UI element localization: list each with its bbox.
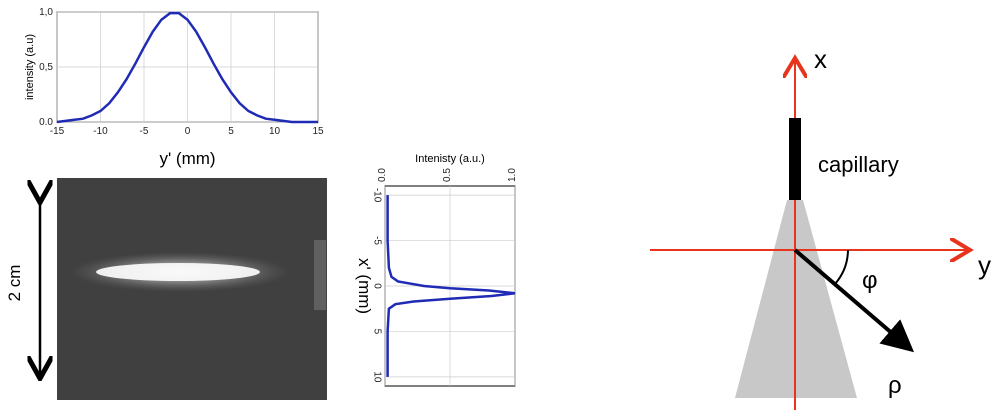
profile-line [386, 195, 516, 377]
scale-label: 2 cm [5, 265, 24, 302]
profile-line [56, 11, 318, 124]
diagram [650, 60, 968, 410]
x-tick-label: -10 [93, 126, 108, 137]
x-tick-label: -10 [371, 188, 382, 203]
x-axis-title: y' (mm) [159, 149, 215, 168]
y-tick-label: 0.0 [39, 117, 53, 128]
x-tick-label: 15 [312, 126, 324, 137]
x-tick-label: 0 [371, 283, 382, 289]
x-tick-label: -5 [140, 126, 149, 137]
radius-label: ρ [888, 372, 902, 399]
y-axis-title: intensity (a.u) [24, 34, 36, 100]
y-axis-label: y [978, 250, 991, 280]
photo [57, 178, 327, 400]
x-axis-title: x' (mm) [355, 258, 374, 314]
x-axis-label: x [814, 44, 827, 74]
capillary-label: capillary [818, 152, 899, 177]
x-tick-label: 5 [228, 126, 234, 137]
x-tick-label: 0 [185, 126, 191, 137]
angle-label: φ [862, 267, 878, 294]
x-tick-label: 10 [269, 126, 281, 137]
y-tick-label: 0,5 [39, 62, 53, 73]
y-axis-title: Intenisty (a.u.) [415, 153, 485, 165]
y-tick-label: 0.0 [377, 168, 388, 182]
x-tick-label: 10 [371, 371, 382, 383]
y-tick-label: 1.0 [507, 168, 518, 182]
x-tick-label: 5 [371, 329, 382, 335]
y-tick-label: 1,0 [39, 7, 53, 18]
x-tick-label: -5 [371, 236, 382, 245]
y-tick-label: 0.5 [442, 168, 453, 182]
x-tick-label: -15 [50, 126, 65, 137]
